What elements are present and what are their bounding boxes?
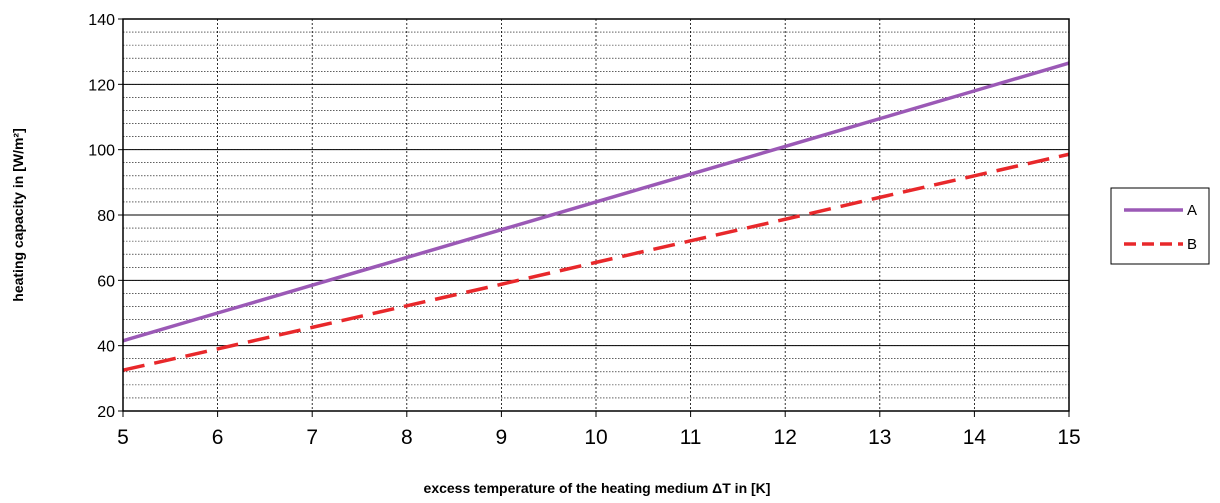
x-axis-title: excess temperature of the heating medium…	[424, 480, 771, 496]
series-line-a	[122, 61, 1070, 343]
y-tick-label: 140	[88, 12, 115, 29]
x-tick-label: 13	[868, 426, 891, 449]
y-tick-labels: 20 40 60 80 100 120 140	[88, 12, 123, 421]
x-tick-label: 11	[680, 426, 702, 449]
y-tick-label: 20	[97, 404, 115, 421]
series-line-b	[122, 152, 1070, 372]
x-tick-label: 5	[117, 426, 129, 449]
x-tick-label: 12	[774, 426, 797, 449]
x-tick-label: 15	[1057, 426, 1080, 449]
x-tick-label: 14	[963, 426, 987, 449]
y-tick-label: 40	[97, 339, 115, 356]
series-layer	[122, 61, 1070, 372]
y-axis-title: heating capacity in [W/m²]	[10, 128, 26, 301]
x-tick-label: 9	[496, 426, 508, 449]
x-tick-label: 10	[584, 426, 607, 449]
y-tick-label: 100	[88, 143, 115, 160]
y-tick-label: 80	[97, 208, 115, 225]
legend: AB	[1110, 187, 1210, 265]
x-tick-label: 6	[212, 426, 224, 449]
legend-label-a: A	[1187, 202, 1197, 219]
x-tick-label: 8	[401, 426, 413, 449]
legend-label-b: B	[1187, 236, 1197, 253]
y-tick-label: 120	[88, 77, 115, 94]
major-gridlines	[122, 18, 1070, 412]
y-tick-label: 60	[97, 273, 115, 290]
x-tick-label: 7	[306, 426, 318, 449]
x-tick-labels: 5 6 7 8 9 10 11 12 13 14 15	[117, 411, 1081, 449]
legend-box	[1110, 187, 1210, 265]
